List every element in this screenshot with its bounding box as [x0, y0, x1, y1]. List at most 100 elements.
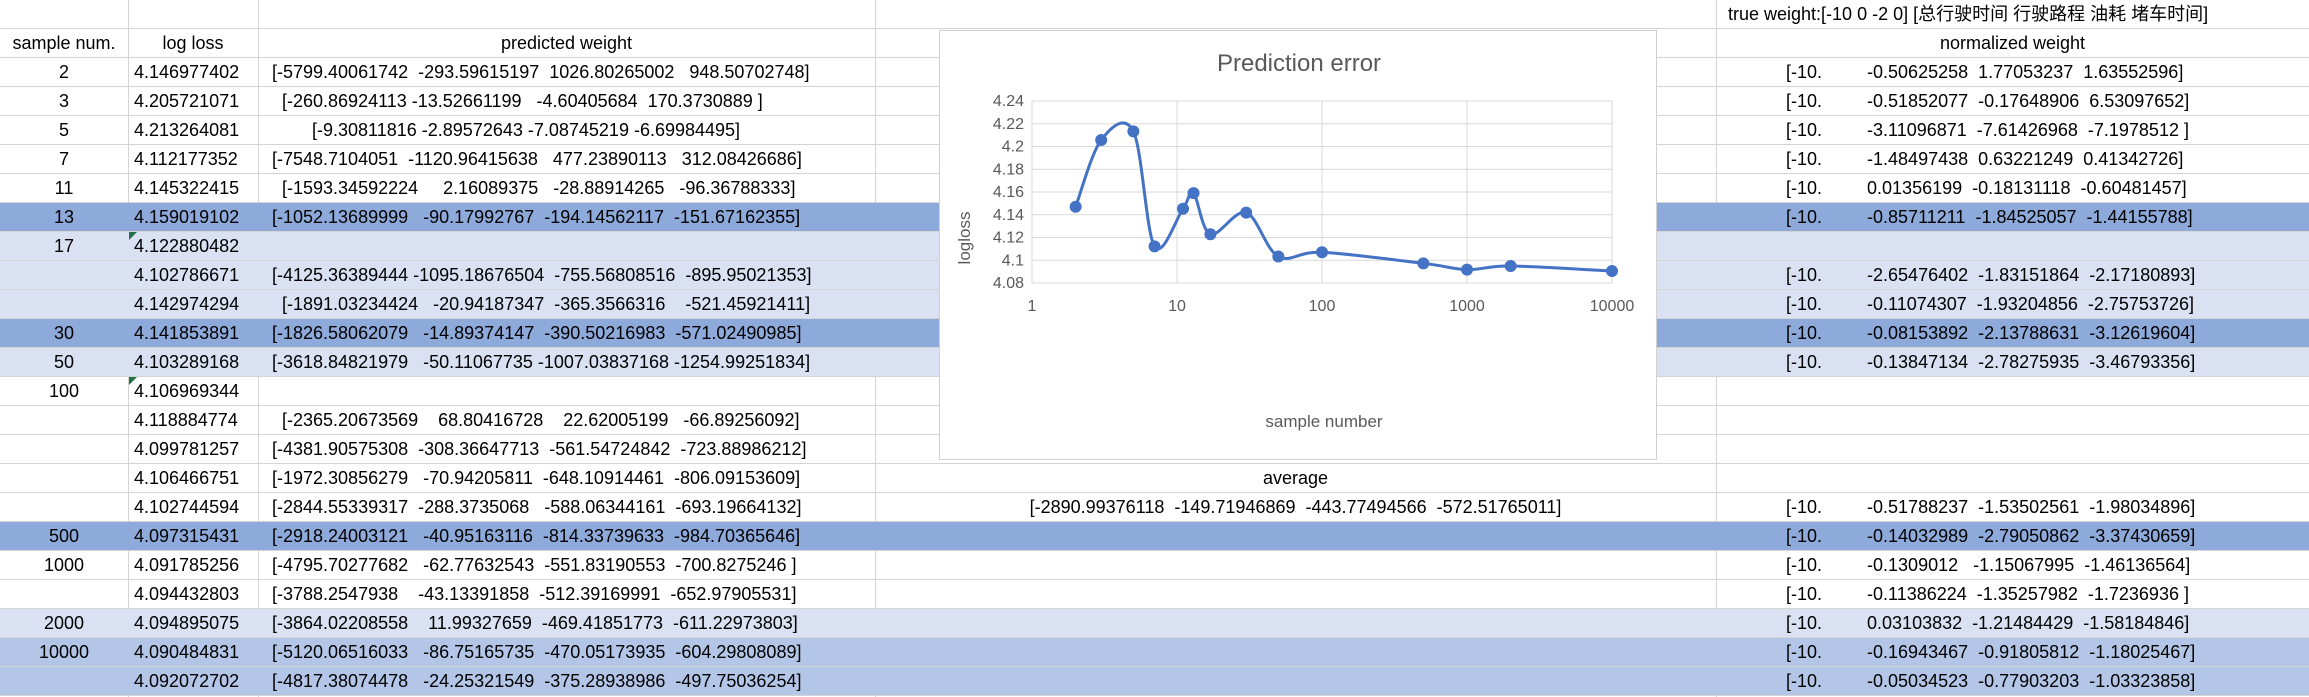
average-value[interactable]: [-2890.99376118 -149.71946869 -443.77494…: [1029, 497, 1562, 517]
cell-sample-num[interactable]: 500: [48, 526, 80, 546]
cell-sample-num[interactable]: 7: [58, 149, 69, 169]
cell-predicted-weight[interactable]: [-1826.58062079 -14.89374147 -390.502169…: [272, 323, 802, 343]
average-label[interactable]: average: [1262, 468, 1329, 488]
cell-normalized-weight[interactable]: [-10. -0.05034523 -0.77903203 -1.0332385…: [1786, 671, 2196, 691]
cell-sample-num[interactable]: [0, 290, 128, 318]
cell-normalized-weight[interactable]: [-10. -0.85711211 -1.84525057 -1.4415578…: [1786, 207, 2193, 227]
data-point[interactable]: [1204, 228, 1217, 241]
cell-sample-num[interactable]: 5: [58, 120, 69, 140]
cell-log-loss[interactable]: 4.094895075: [134, 613, 240, 633]
cell-log-loss[interactable]: 4.097315431: [134, 526, 240, 546]
cell-predicted-weight[interactable]: [-3864.02208558 11.99327659 -469.4185177…: [272, 613, 798, 633]
cell-log-loss[interactable]: 4.094432803: [134, 584, 240, 604]
data-point[interactable]: [1177, 202, 1190, 215]
cell-log-loss[interactable]: 4.146977402: [134, 62, 240, 82]
cell-log-loss[interactable]: 4.145322415: [134, 178, 240, 198]
cell-sample-num[interactable]: [0, 261, 128, 289]
cell-normalized-weight[interactable]: [-10. -0.14032989 -2.79050862 -3.3743065…: [1786, 526, 2196, 546]
data-point[interactable]: [1504, 260, 1517, 273]
cell-predicted-weight[interactable]: [-2365.20673569 68.80416728 22.62005199 …: [272, 410, 800, 430]
cell-sample-num[interactable]: 100: [48, 381, 80, 401]
cell-sample-num[interactable]: [0, 464, 128, 492]
cell-predicted-weight[interactable]: [-5120.06516033 -86.75165735 -470.051739…: [272, 642, 802, 662]
true-weight-label[interactable]: true weight:[-10 0 -2 0] [总行驶时间 行驶路程 油耗 …: [1728, 4, 2209, 24]
cell-normalized-weight[interactable]: [-10. -0.16943467 -0.91805812 -1.1802546…: [1786, 642, 2196, 662]
cell-predicted-weight[interactable]: [-1891.03234424 -20.94187347 -365.356631…: [272, 294, 811, 314]
cell-predicted-weight[interactable]: [-1972.30856279 -70.94205811 -648.109144…: [272, 468, 801, 488]
cell-log-loss[interactable]: 4.092072702: [134, 671, 240, 691]
cell-predicted-weight[interactable]: [-4125.36389444 -1095.18676504 -755.5680…: [272, 265, 812, 285]
header-sample-num[interactable]: sample num.: [12, 33, 116, 53]
cell-normalized-weight[interactable]: [-10. -0.11386224 -1.35257982 -1.7236936…: [1786, 584, 2189, 604]
cell-sample-num[interactable]: 17: [53, 236, 75, 256]
cell-normalized-weight[interactable]: [1716, 435, 2309, 463]
cell-log-loss[interactable]: 4.205721071: [134, 91, 240, 111]
cell-normalized-weight[interactable]: [-10. -0.11074307 -1.93204856 -2.7575372…: [1786, 294, 2194, 314]
cell-predicted-weight[interactable]: [-2918.24003121 -40.95163116 -814.337396…: [272, 526, 801, 546]
data-point[interactable]: [1461, 263, 1473, 276]
cell-sample-num[interactable]: 10000: [38, 642, 90, 662]
cell-log-loss[interactable]: 4.099781257: [134, 439, 240, 459]
data-point[interactable]: [1095, 134, 1108, 147]
cell-sample-num[interactable]: [0, 667, 128, 695]
cell-predicted-weight[interactable]: [-4817.38074478 -24.25321549 -375.289389…: [272, 671, 802, 691]
data-point[interactable]: [1606, 265, 1618, 278]
cell-normalized-weight[interactable]: [-10. -0.51852077 -0.17648906 6.53097652…: [1786, 91, 2190, 111]
cell-log-loss[interactable]: 4.102744594: [134, 497, 240, 517]
cell-normalized-weight[interactable]: [-10. -0.50625258 1.77053237 1.63552596]: [1786, 62, 2184, 82]
cell-log-loss[interactable]: 4.141853891: [134, 323, 240, 343]
cell-normalized-weight[interactable]: [1716, 377, 2309, 405]
cell-predicted-weight[interactable]: [-4795.70277682 -62.77632543 -551.831905…: [272, 555, 797, 575]
cell-predicted-weight[interactable]: [258, 232, 875, 260]
cell-predicted-weight[interactable]: [-4381.90575308 -308.36647713 -561.54724…: [272, 439, 807, 459]
cell-log-loss[interactable]: 4.118884774: [134, 410, 238, 430]
cell-sample-num[interactable]: [0, 406, 128, 434]
data-point[interactable]: [1240, 206, 1253, 219]
cell-sample-num[interactable]: 1000: [43, 555, 85, 575]
cell-normalized-weight[interactable]: [-10. -3.11096871 -7.61426968 -7.1978512…: [1786, 120, 2189, 140]
cell-predicted-weight[interactable]: [-1052.13689999 -90.17992767 -194.145621…: [272, 207, 801, 227]
data-point[interactable]: [1148, 240, 1161, 253]
cell-log-loss[interactable]: 4.103289168: [134, 352, 240, 372]
cell-predicted-weight[interactable]: [-9.30811816 -2.89572643 -7.08745219 -6.…: [272, 120, 741, 140]
cell-predicted-weight[interactable]: [-5799.40061742 -293.59615197 1026.80265…: [272, 62, 810, 82]
data-point[interactable]: [1417, 257, 1430, 270]
data-point[interactable]: [1069, 200, 1082, 213]
cell-log-loss[interactable]: 4.102786671: [134, 265, 240, 285]
cell-normalized-weight[interactable]: [1716, 406, 2309, 434]
header-predicted-weight[interactable]: predicted weight: [500, 33, 633, 53]
cell-log-loss[interactable]: 4.159019102: [134, 207, 240, 227]
data-point[interactable]: [1127, 125, 1140, 138]
cell-sample-num[interactable]: 30: [53, 323, 75, 343]
cell-sample-num[interactable]: 2: [58, 62, 69, 82]
cell-sample-num[interactable]: 2000: [43, 613, 85, 633]
cell-normalized-weight[interactable]: [-10. -0.08153892 -2.13788631 -3.1261960…: [1786, 323, 2196, 343]
cell-sample-num[interactable]: 3: [58, 91, 69, 111]
data-point[interactable]: [1187, 187, 1200, 200]
cell-normalized-weight[interactable]: [1716, 232, 2309, 260]
cell-predicted-weight[interactable]: [-1593.34592224 2.16089375 -28.88914265 …: [272, 178, 796, 198]
cell-sample-num[interactable]: 13: [53, 207, 75, 227]
header-normalized-weight[interactable]: normalized weight: [1939, 33, 2086, 53]
cell-sample-num[interactable]: [0, 580, 128, 608]
cell-sample-num[interactable]: [0, 493, 128, 521]
cell-log-loss[interactable]: 4.106969344: [134, 381, 240, 401]
cell-predicted-weight[interactable]: [-260.86924113 -13.52661199 -4.60405684 …: [272, 91, 763, 111]
data-point[interactable]: [1316, 246, 1328, 259]
cell-sample-num[interactable]: 50: [53, 352, 75, 372]
cell-log-loss[interactable]: 4.213264081: [134, 120, 240, 140]
data-point[interactable]: [1272, 250, 1285, 263]
cell-log-loss[interactable]: 4.112177352: [134, 149, 238, 169]
cell-normalized-weight[interactable]: [-10. -1.48497438 0.63221249 0.41342726]: [1786, 149, 2184, 169]
cell-log-loss[interactable]: 4.091785256: [134, 555, 240, 575]
cell-predicted-weight[interactable]: [258, 377, 875, 405]
cell-normalized-weight[interactable]: [-10. 0.03103832 -1.21484429 -1.58184846…: [1786, 613, 2190, 633]
cell-predicted-weight[interactable]: [-7548.7104051 -1120.96415638 477.238901…: [272, 149, 802, 169]
cell-predicted-weight[interactable]: [-2844.55339317 -288.3735068 -588.063441…: [272, 497, 802, 517]
cell-normalized-weight[interactable]: [-10. -0.1309012 -1.15067995 -1.46136564…: [1786, 555, 2191, 575]
cell-log-loss[interactable]: 4.106466751: [134, 468, 240, 488]
cell-log-loss[interactable]: 4.090484831: [134, 642, 240, 662]
cell-sample-num[interactable]: 11: [54, 178, 74, 198]
cell-normalized-weight[interactable]: [1716, 464, 2309, 492]
prediction-error-chart[interactable]: Prediction error 4.08 4.1 4.12 4.14 4.16 4.18…: [939, 30, 1657, 460]
